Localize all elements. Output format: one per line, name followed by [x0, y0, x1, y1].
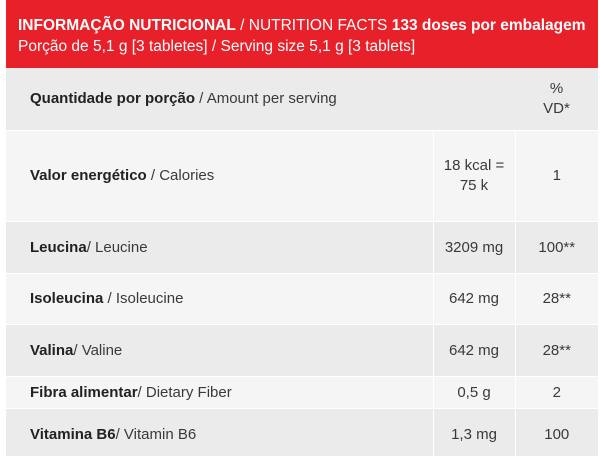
nutrient-amount: 642 mg [432, 273, 516, 325]
nutrient-amount: 18 kcal = 75 k [432, 130, 516, 222]
nutrient-amount: 1,3 mg [432, 408, 516, 456]
nutrient-daily-value: 2 [514, 376, 598, 409]
header-doses: 133 doses por embalagem [391, 17, 586, 34]
nutrient-name: Isoleucina / Isoleucine [6, 273, 433, 325]
nutrient-daily-value: 28** [514, 324, 598, 377]
nutrient-daily-value: 100 [514, 408, 598, 456]
nutrient-name: Leucina/ Leucine [6, 221, 433, 274]
table-row: Fibra alimentar/ Dietary Fiber 0,5 g 2 [6, 376, 598, 409]
table-row: Leucina/ Leucine 3209 mg 100** [6, 221, 598, 274]
nutrition-table: Quantidade por porção / Amount per servi… [6, 68, 598, 456]
nutrient-name: Fibra alimentar/ Dietary Fiber [6, 376, 433, 409]
nutrient-name: Vitamina B6/ Vitamin B6 [6, 408, 433, 456]
nutrient-daily-value: 28** [514, 273, 598, 325]
nutrition-header: INFORMAÇÃO NUTRICIONAL / NUTRITION FACTS… [6, 0, 598, 68]
nutrient-amount: 0,5 g [432, 376, 516, 409]
table-row: Vitamina B6/ Vitamin B6 1,3 mg 100 [6, 408, 598, 456]
header-title-bold: INFORMAÇÃO NUTRICIONAL [18, 17, 236, 34]
nutrient-name: Valor energético / Calories [6, 130, 433, 222]
nutrient-daily-value: 100** [514, 221, 598, 274]
amount-per-serving-label: Quantidade por porção / Amount per servi… [6, 68, 516, 131]
nutrient-amount: 3209 mg [432, 221, 516, 274]
table-row: Isoleucina / Isoleucine 642 mg 28** [6, 273, 598, 325]
table-row: Valina/ Valine 642 mg 28** [6, 324, 598, 377]
nutrition-facts-panel: INFORMAÇÃO NUTRICIONAL / NUTRITION FACTS… [6, 0, 598, 456]
header-serving-size: Porção de 5,1 g [3 tabletes] / Serving s… [18, 38, 416, 55]
header-title-rest: / NUTRITION FACTS [235, 17, 392, 34]
table-row: Valor energético / Calories 18 kcal = 75… [6, 130, 598, 222]
nutrient-daily-value: 1 [514, 130, 598, 222]
nutrient-amount: 642 mg [432, 324, 516, 377]
table-header-row: Quantidade por porção / Amount per servi… [6, 68, 598, 131]
nutrient-name: Valina/ Valine [6, 324, 433, 377]
daily-value-header: % VD* [515, 68, 598, 131]
